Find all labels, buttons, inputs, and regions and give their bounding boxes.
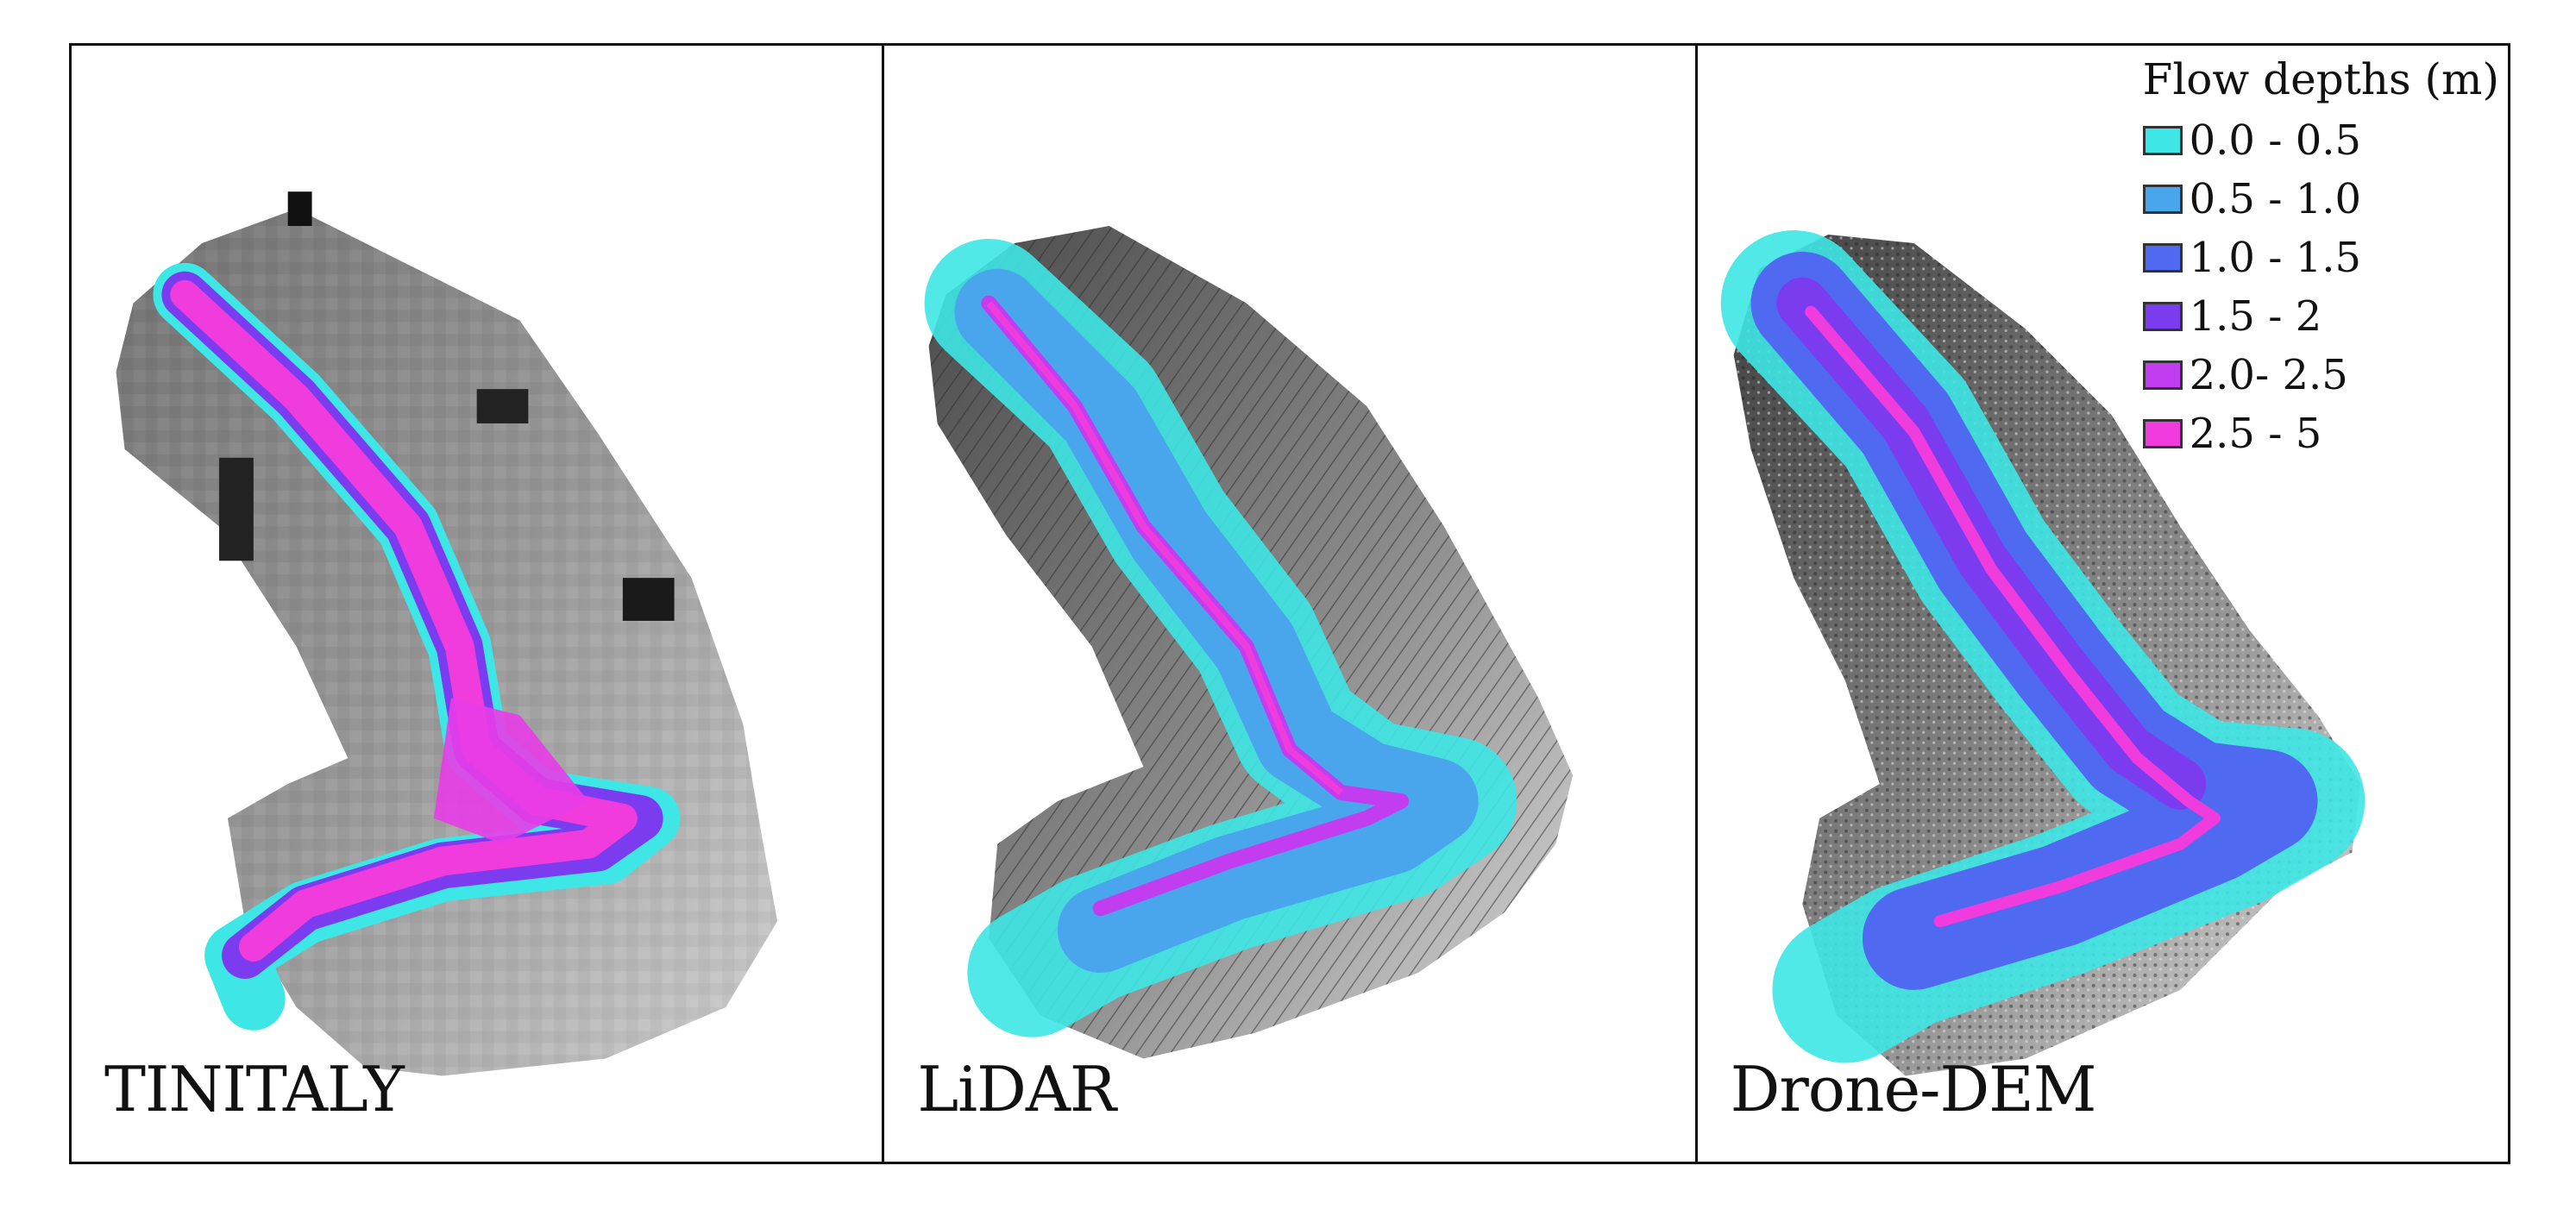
legend-label: 0.5 - 1.0 — [2189, 175, 2362, 223]
legend-item: 2.0- 2.5 — [2142, 346, 2499, 404]
legend-item: 1.0 - 1.5 — [2142, 229, 2499, 287]
flow-depth-legend: Flow depths (m) 0.0 - 0.5 0.5 - 1.0 1.0 - … — [2142, 54, 2499, 463]
legend-swatch — [2142, 243, 2183, 273]
legend-item: 0.0 - 0.5 — [2142, 111, 2499, 170]
legend-label: 0.0 - 0.5 — [2189, 116, 2362, 165]
flow-zone-mid — [954, 268, 1479, 974]
legend-label: 1.0 - 1.5 — [2189, 234, 2362, 282]
legend-swatch — [2142, 185, 2183, 214]
legend-swatch — [2142, 419, 2183, 448]
legend-label: 2.0- 2.5 — [2189, 351, 2348, 399]
legend-item: 0.5 - 1.0 — [2142, 170, 2499, 229]
flow-zone-deep — [1804, 305, 2221, 928]
map-panel-drone-dem: Drone-DEM Flow depths (m) 0.0 - 0.5 0.5 -… — [1694, 46, 2508, 1162]
panel-label-tinitaly: TINITALY — [104, 1053, 405, 1125]
tinitaly-map — [116, 191, 778, 1076]
legend-swatch — [2142, 126, 2183, 155]
legend-swatch — [2142, 360, 2183, 390]
legend-item: 2.5 - 5 — [2142, 404, 2499, 463]
drone-dem-map — [1720, 230, 2365, 1076]
lidar-map — [924, 226, 1574, 1059]
map-panel-lidar: LiDAR — [882, 46, 1694, 1162]
figure-frame: TINITALY LiDAR — [69, 43, 2510, 1164]
legend-label: 1.5 - 2 — [2189, 292, 2322, 341]
map-panel-tinitaly: TINITALY — [72, 46, 882, 1162]
panel-label-lidar: LiDAR — [917, 1053, 1116, 1125]
legend-label: 2.5 - 5 — [2189, 410, 2322, 458]
panel-label-drone-dem: Drone-DEM — [1730, 1053, 2097, 1125]
legend-title: Flow depths (m) — [2142, 54, 2499, 104]
legend-item: 1.5 - 2 — [2142, 287, 2499, 346]
legend-swatch — [2142, 302, 2183, 331]
legend-items: 0.0 - 0.5 0.5 - 1.0 1.0 - 1.5 1.5 - 2 2.0- 2… — [2142, 111, 2499, 463]
